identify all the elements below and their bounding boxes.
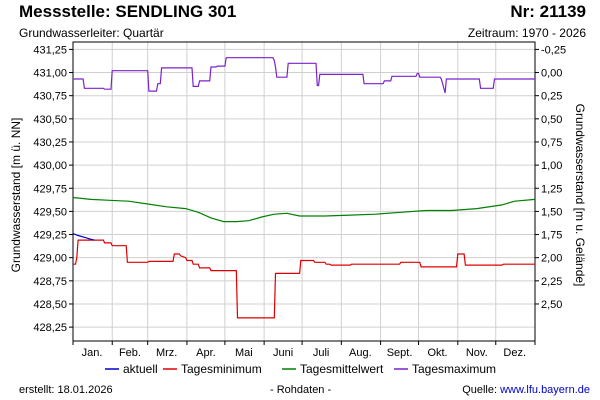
legend-label: Tagesmittelwert bbox=[300, 362, 384, 376]
y-left-tick-label: 428,25 bbox=[33, 322, 67, 334]
source-line: Quelle: www.lfu.bayern.de bbox=[462, 384, 590, 396]
source-label: Quelle: bbox=[462, 384, 498, 396]
legend-label: Tagesminimum bbox=[181, 362, 262, 376]
y-left-tick-label: 428,75 bbox=[33, 276, 67, 288]
x-tick-label: Dez. bbox=[503, 347, 526, 359]
y-right-tick-label: 1,75 bbox=[541, 230, 562, 242]
y-left-tick-label: 429,50 bbox=[33, 206, 67, 218]
y-right-tick-label: 0,50 bbox=[541, 114, 562, 126]
y-left-tick-label: 430,50 bbox=[33, 114, 67, 126]
y-left-tick-label: 429,75 bbox=[33, 183, 67, 195]
series-line-aktuell bbox=[72, 233, 95, 241]
y-right-tick-label: 2,00 bbox=[541, 253, 562, 265]
y-left-tick-label: 430,00 bbox=[33, 160, 67, 172]
y-right-tick-label: 1,50 bbox=[541, 206, 562, 218]
y-right-tick-label: -0,25 bbox=[541, 44, 566, 56]
x-tick-label: Juni bbox=[273, 347, 293, 359]
created-date: erstellt: 18.01.2026 bbox=[19, 384, 113, 396]
x-tick-label: Sept. bbox=[387, 347, 413, 359]
y-right-tick-label: 0,75 bbox=[541, 137, 562, 149]
x-tick-label: Mrz. bbox=[156, 347, 177, 359]
y-left-tick-label: 429,25 bbox=[33, 230, 67, 242]
y-left-tick-label: 430,75 bbox=[33, 91, 67, 103]
source-link[interactable]: www.lfu.bayern.de bbox=[500, 384, 590, 396]
x-tick-label: Juli bbox=[313, 347, 330, 359]
y-left-tick-label: 430,25 bbox=[33, 137, 67, 149]
x-tick-label: Mai bbox=[235, 347, 253, 359]
y-right-tick-label: 2,50 bbox=[541, 299, 562, 311]
y-right-tick-label: 1,00 bbox=[541, 160, 562, 172]
y-left-tick-label: 429,00 bbox=[33, 253, 67, 265]
x-tick-label: Feb. bbox=[119, 347, 141, 359]
period-label: Zeitraum: 1970 - 2026 bbox=[467, 26, 586, 40]
raw-data-note: - Rohdaten - bbox=[270, 384, 332, 396]
plot-frame bbox=[72, 41, 536, 342]
y-right-tick-label: 1,25 bbox=[541, 183, 562, 195]
y-right-tick-label: 0,25 bbox=[541, 91, 562, 103]
series-line-Tagesminimum bbox=[73, 239, 535, 319]
aquifer-label: Grundwasserleiter: Quartär bbox=[19, 26, 164, 40]
series-line-Tagesmittelwert bbox=[72, 196, 536, 223]
page-title: Messstelle: SENDLING 301 bbox=[19, 2, 237, 21]
y-left-tick-label: 431,00 bbox=[33, 68, 67, 80]
x-tick-label: Aug. bbox=[349, 347, 372, 359]
legend-label: Tagesmaximum bbox=[412, 362, 496, 376]
y-right-tick-label: 2,25 bbox=[541, 276, 562, 288]
x-tick-label: Nov. bbox=[466, 347, 488, 359]
x-tick-label: Jan. bbox=[82, 347, 103, 359]
series-line-Tagesmaximum bbox=[73, 57, 535, 94]
station-number: Nr: 21139 bbox=[510, 2, 586, 21]
x-tick-label: Okt. bbox=[427, 347, 447, 359]
legend-label: aktuell bbox=[123, 362, 158, 376]
y-left-tick-label: 428,50 bbox=[33, 299, 67, 311]
x-tick-label: Apr. bbox=[196, 347, 216, 359]
y-left-tick-label: 431,25 bbox=[33, 44, 67, 56]
y-right-tick-label: 0,00 bbox=[541, 68, 562, 80]
